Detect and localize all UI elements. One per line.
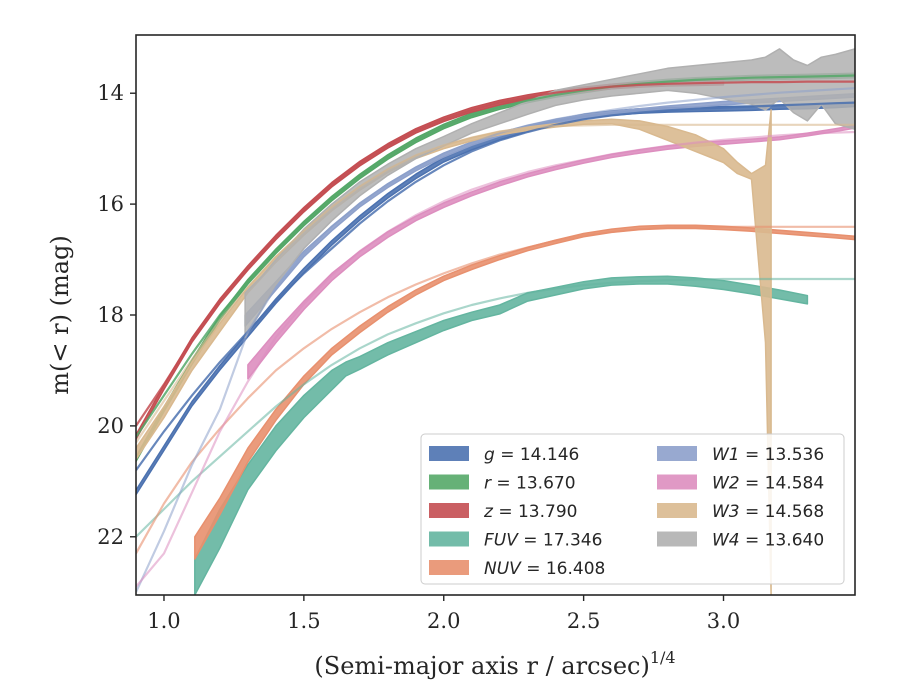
- legend-label-w1: W1 = 13.536: [712, 445, 824, 465]
- series-fit-r: [136, 74, 855, 438]
- series-fit-fuv: [136, 277, 855, 538]
- legend-box: [420, 433, 845, 585]
- y-tick-label: 22: [97, 525, 124, 549]
- series-band-fuv: [194, 275, 809, 595]
- series-band-nuv: [194, 224, 855, 560]
- y-tick-label: 18: [97, 303, 124, 327]
- model-fits: [136, 74, 855, 593]
- legend-swatch-fuv: [429, 531, 469, 547]
- legend-label-g: g = 14.146: [484, 445, 579, 465]
- y-tick-label: 16: [97, 192, 124, 216]
- series-band-w2: [247, 124, 855, 380]
- series-fit-w1: [136, 87, 855, 593]
- x-tick-label: 3.0: [707, 609, 740, 633]
- x-tick-label: 2.5: [567, 609, 600, 633]
- series-fit-g: [136, 101, 855, 471]
- series-fit-nuv: [136, 225, 855, 554]
- legend-swatch-w3: [657, 503, 697, 518]
- legend: g = 14.146 r = 13.670 z = 13.790 FUV = 17.3…: [420, 433, 845, 585]
- legend-swatch-g: [429, 446, 469, 461]
- series-fit-z: [136, 80, 855, 427]
- x-axis-ticks: 1.0 1.5 2.0 2.5 3.0: [147, 595, 740, 633]
- series-fit-w2: [136, 130, 855, 588]
- legend-label-w4: W4 = 13.640: [712, 531, 824, 551]
- series-fit-w3: [136, 123, 855, 444]
- legend-label-w3: W3 = 14.568: [712, 502, 824, 522]
- x-axis-label: (Semi-major axis r / arcsec)1/4: [314, 648, 675, 680]
- y-tick-label: 14: [97, 81, 124, 105]
- legend-swatch-z: [429, 503, 469, 518]
- x-tick-label: 1.5: [287, 609, 320, 633]
- legend-label-fuv: FUV = 17.346: [484, 531, 602, 551]
- y-tick-label: 20: [97, 414, 124, 438]
- x-tick-label: 2.0: [427, 609, 460, 633]
- legend-swatch-r: [429, 474, 469, 490]
- y-axis-ticks: 14 16 18 20 22: [97, 81, 136, 549]
- legend-swatch-w2: [657, 474, 697, 490]
- legend-swatch-nuv: [429, 560, 469, 575]
- legend-label-nuv: NUV = 16.408: [484, 559, 605, 579]
- legend-label-w2: W2 = 14.584: [712, 474, 824, 494]
- legend-swatch-w4: [657, 531, 697, 547]
- series-band-r: [136, 72, 855, 463]
- x-tick-label: 1.0: [147, 609, 180, 633]
- y-axis-label: m(< r) (mag): [46, 235, 74, 394]
- legend-label-r: r = 13.670: [484, 474, 576, 494]
- legend-swatch-w1: [657, 446, 697, 461]
- legend-label-z: z = 13.790: [483, 502, 577, 522]
